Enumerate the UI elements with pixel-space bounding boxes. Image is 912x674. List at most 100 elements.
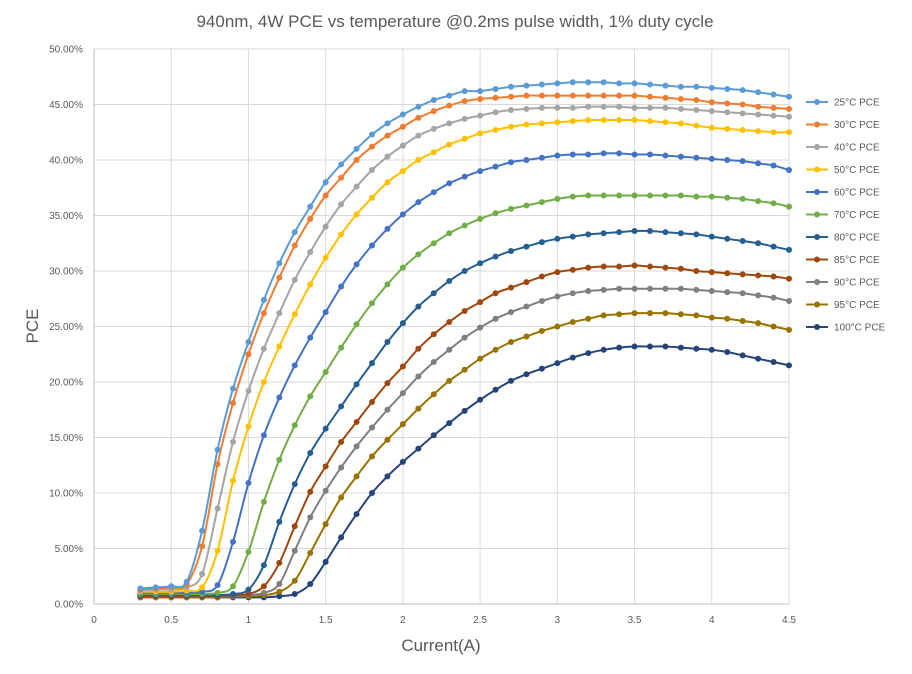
data-point xyxy=(631,92,638,99)
data-point xyxy=(369,490,375,496)
series-80-c-pce xyxy=(137,228,792,599)
data-point xyxy=(786,129,792,136)
data-point xyxy=(677,230,684,237)
x-tick-label: 1 xyxy=(246,615,252,626)
data-point xyxy=(786,105,792,112)
data-point xyxy=(446,346,453,353)
data-point xyxy=(291,422,298,429)
data-point xyxy=(647,192,653,199)
data-point xyxy=(260,589,267,596)
data-point xyxy=(585,287,592,294)
data-point xyxy=(631,151,638,158)
data-point xyxy=(693,107,700,114)
data-point xyxy=(786,166,792,173)
data-point xyxy=(523,243,530,250)
data-point xyxy=(384,436,391,443)
data-point xyxy=(399,168,406,175)
data-point xyxy=(260,310,267,317)
data-point xyxy=(554,269,561,276)
data-point xyxy=(523,202,530,209)
data-point xyxy=(477,130,484,137)
data-point xyxy=(276,343,283,350)
data-point xyxy=(724,125,731,132)
data-point xyxy=(430,391,437,398)
data-point xyxy=(523,157,530,163)
data-point xyxy=(322,521,329,528)
data-point xyxy=(786,246,792,253)
data-point xyxy=(430,432,437,439)
data-point xyxy=(245,548,252,555)
data-point xyxy=(384,281,391,288)
data-point xyxy=(415,405,422,412)
legend-marker xyxy=(814,324,820,330)
data-point xyxy=(724,235,731,242)
data-point xyxy=(662,104,669,111)
data-point xyxy=(230,385,236,392)
data-point xyxy=(399,421,406,428)
data-point xyxy=(276,274,283,281)
data-point xyxy=(770,129,777,136)
data-point xyxy=(415,114,422,121)
data-point xyxy=(461,115,468,122)
data-point xyxy=(353,183,360,190)
data-point xyxy=(554,104,561,111)
legend-item: 85°C PCE xyxy=(806,255,880,266)
data-point xyxy=(322,463,329,470)
data-point xyxy=(446,377,453,384)
data-point xyxy=(245,351,252,358)
data-point xyxy=(755,198,762,205)
data-point xyxy=(399,264,406,271)
y-tick-label: 10.00% xyxy=(49,489,83,500)
data-point xyxy=(508,205,514,212)
legend-item: 90°C PCE xyxy=(806,278,880,289)
data-point xyxy=(230,477,236,484)
y-tick-label: 35.00% xyxy=(49,211,83,222)
data-point xyxy=(446,230,453,237)
data-point xyxy=(461,222,468,229)
data-point xyxy=(616,311,623,318)
data-point xyxy=(353,418,360,425)
legend-item: 40°C PCE xyxy=(806,143,880,154)
legend-label: 25°C PCE xyxy=(834,98,880,109)
data-point xyxy=(677,120,684,127)
data-point xyxy=(554,92,561,99)
data-point xyxy=(585,350,592,357)
data-point xyxy=(384,132,391,139)
data-point xyxy=(338,534,345,541)
data-point xyxy=(276,456,283,463)
data-point xyxy=(461,268,468,274)
x-tick-label: 0.5 xyxy=(164,615,178,626)
data-point xyxy=(307,514,314,521)
legend-label: 95°C PCE xyxy=(834,300,880,311)
data-point xyxy=(585,264,592,271)
data-point xyxy=(369,166,375,173)
data-point xyxy=(585,92,592,99)
data-point xyxy=(724,100,731,107)
data-point xyxy=(569,354,576,361)
legend-label: 30°C PCE xyxy=(834,120,880,131)
data-point xyxy=(353,511,360,518)
legend-marker xyxy=(814,144,820,150)
data-point xyxy=(770,359,777,366)
data-point xyxy=(477,324,484,331)
series-lines xyxy=(137,79,792,601)
data-point xyxy=(477,396,484,403)
data-point xyxy=(631,80,638,87)
data-point xyxy=(338,494,345,501)
data-point xyxy=(631,117,638,124)
data-point xyxy=(724,270,731,277)
data-point xyxy=(353,381,360,388)
data-point xyxy=(322,425,329,432)
legend-label: 40°C PCE xyxy=(834,143,880,154)
data-point xyxy=(724,85,731,92)
data-point xyxy=(724,109,731,116)
data-point xyxy=(199,527,206,534)
data-point xyxy=(770,91,777,98)
data-point xyxy=(322,179,329,186)
data-point xyxy=(708,269,715,276)
data-point xyxy=(276,260,283,267)
data-point xyxy=(647,343,653,350)
y-tick-label: 50.00% xyxy=(49,45,83,56)
data-point xyxy=(755,111,762,118)
data-point xyxy=(538,273,545,280)
